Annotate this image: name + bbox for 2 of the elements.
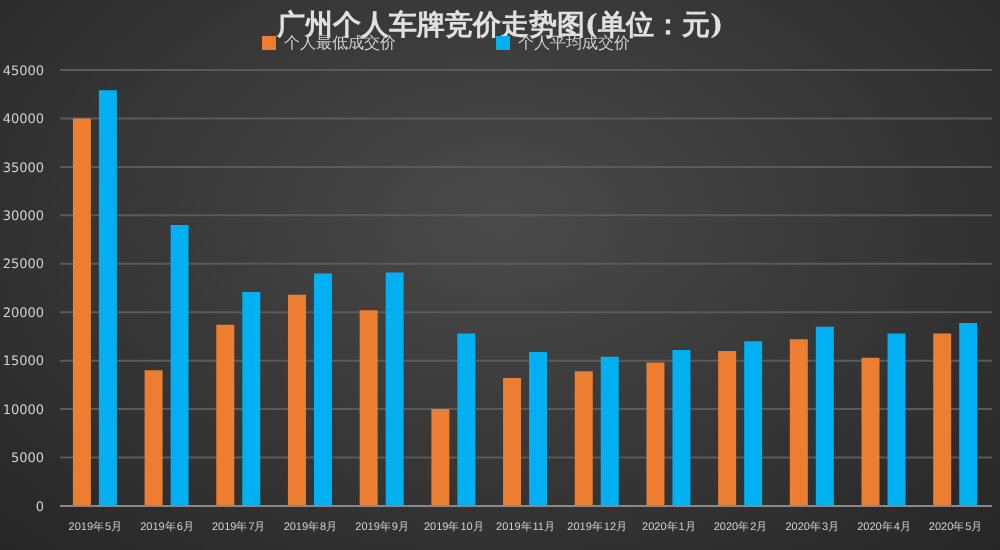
legend-label: 个人平均成交价	[518, 34, 630, 52]
legend-label: 个人最低成交价	[284, 34, 396, 52]
